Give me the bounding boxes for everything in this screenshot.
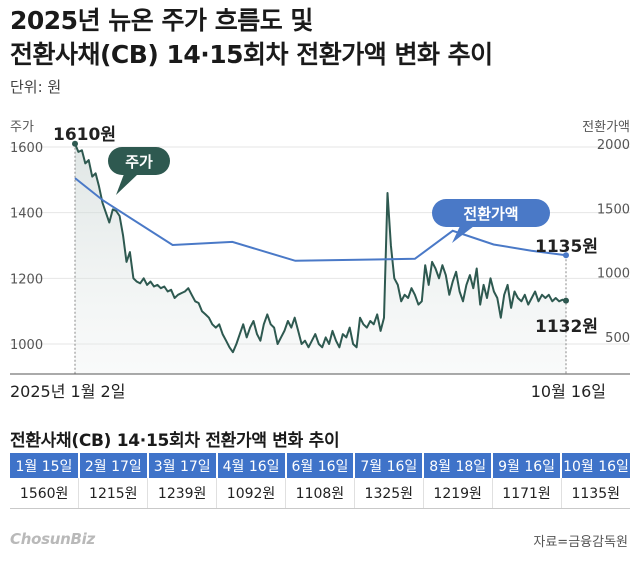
stock-price-line — [74, 143, 567, 354]
table-cell: 1215원 — [78, 478, 149, 509]
table-cell: 1171원 — [492, 478, 562, 509]
conversion-end-point — [563, 252, 569, 259]
left-tick-label: 1000 — [10, 338, 43, 353]
table-cell: 1325원 — [354, 478, 424, 509]
table-cell: 1108원 — [285, 478, 355, 509]
table-header-cell: 1월 15일 — [10, 453, 80, 478]
conversion-end-annotation: 1135원 — [535, 237, 598, 257]
conversion-callout-text: 전환가액 — [463, 205, 518, 223]
table-title: 전환사채(CB) 14·15회차 전환가액 변화 추이 — [10, 431, 340, 451]
source-credit: 자료=금융감독원 — [533, 535, 628, 550]
table-header-cell: 3월 17일 — [147, 453, 218, 478]
stock-start-annotation: 1610원 — [53, 125, 116, 145]
table-header-cell: 8월 18일 — [423, 453, 494, 478]
right-tick-label: 2000 — [597, 138, 630, 153]
stock-callout-text: 주가 — [125, 153, 153, 171]
right-axis-ticks: 500 1000 1500 2000 — [597, 138, 630, 346]
stock-area-fill — [75, 143, 566, 374]
conversion-price-table: 1월 15일 2월 17일 3월 17일 4월 16일 6월 16일 7월 16… — [10, 453, 630, 509]
title-line-2: 전환사채(CB) 14·15회차 전환가액 변화 추이 — [10, 40, 493, 69]
stock-start-point — [72, 140, 78, 147]
table-header-cell: 6월 16일 — [285, 453, 356, 478]
table-row: 1560원 1215원 1239원 1092원 1108원 1325원 1219… — [10, 478, 630, 509]
table-header-row: 1월 15일 2월 17일 3월 17일 4월 16일 6월 16일 7월 16… — [10, 453, 630, 478]
table-header-cell: 9월 16일 — [492, 453, 562, 478]
conversion-callout-tail — [452, 226, 474, 243]
line-chart: 1000 1200 1400 1600 500 1000 1500 2000 주가 전환가액… — [10, 120, 630, 401]
left-tick-label: 1600 — [10, 141, 43, 156]
left-axis-label: 주가 — [10, 120, 34, 135]
stock-callout-bubble — [108, 147, 170, 175]
left-axis-ticks: 1000 1200 1400 1600 — [10, 141, 43, 353]
x-axis-start-label: 2025년 1월 2일 — [10, 382, 125, 401]
brand-logo: ChosunBiz — [10, 530, 95, 548]
right-tick-label: 1500 — [597, 202, 630, 217]
table-header-cell: 7월 16일 — [354, 453, 425, 478]
x-axis-end-label: 10월 16일 — [531, 382, 606, 401]
table-cell: 1219원 — [423, 478, 493, 509]
table-header-cell: 10월 16일 — [561, 453, 630, 478]
unit-label: 단위: 원 — [10, 78, 62, 96]
table-cell: 1135원 — [561, 478, 630, 509]
conversion-callout-bubble — [432, 199, 550, 227]
stock-end-point — [563, 297, 569, 304]
table-header-cell: 2월 17일 — [78, 453, 149, 478]
title-line-1: 2025년 뉴온 주가 흐름도 및 — [10, 6, 313, 35]
left-tick-label: 1200 — [10, 272, 43, 287]
page-title: 2025년 뉴온 주가 흐름도 및 전환사채(CB) 14·15회차 전환가액 … — [10, 4, 493, 72]
conversion-price-line — [74, 177, 567, 262]
table-cell: 1092원 — [216, 478, 286, 509]
right-tick-label: 1000 — [597, 267, 630, 282]
stock-callout: 주가 — [108, 147, 170, 195]
table-header-cell: 4월 16일 — [216, 453, 287, 478]
table-cell: 1239원 — [147, 478, 218, 509]
conversion-callout: 전환가액 — [432, 199, 550, 243]
right-tick-label: 500 — [605, 331, 630, 346]
left-tick-label: 1400 — [10, 207, 43, 222]
right-axis-label: 전환가액 — [582, 120, 630, 135]
table-cell: 1560원 — [10, 478, 80, 509]
stock-end-annotation: 1132원 — [535, 317, 598, 337]
stock-callout-tail — [116, 174, 138, 195]
